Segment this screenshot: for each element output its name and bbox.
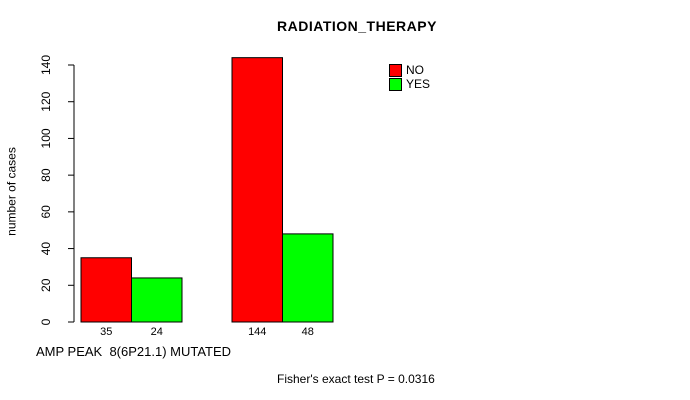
legend-swatch [389, 63, 402, 77]
annotation-text: Fisher's exact test P = 0.0316 [277, 372, 435, 386]
y-tick-label: 20 [39, 278, 53, 292]
legend-swatch [389, 77, 402, 91]
bar-value-label: 48 [302, 326, 314, 338]
bar [131, 277, 183, 323]
y-tick-label: 120 [39, 91, 53, 111]
legend-row: NO [389, 63, 430, 77]
bar [282, 233, 334, 323]
bar [231, 57, 283, 323]
bar-value-label: 24 [151, 326, 163, 338]
y-tick-label: 80 [39, 168, 53, 182]
bar [80, 257, 132, 323]
legend: NO YES [389, 63, 430, 91]
y-tick-label: 60 [39, 205, 53, 219]
bar-value-label: 35 [100, 326, 112, 338]
legend-label: NO [406, 63, 424, 77]
chart-title: RADIATION_THERAPY [277, 18, 437, 34]
legend-row: YES [389, 77, 430, 91]
x-axis-label: AMP PEAK 8(6P21.1) MUTATED [36, 344, 232, 359]
y-tick-label: 140 [39, 55, 53, 75]
y-tick-label: 40 [39, 242, 53, 256]
bar-value-label: 144 [248, 326, 266, 338]
y-tick-label: 100 [39, 128, 53, 148]
y-tick-label: 0 [39, 318, 53, 325]
legend-label: YES [406, 77, 431, 91]
